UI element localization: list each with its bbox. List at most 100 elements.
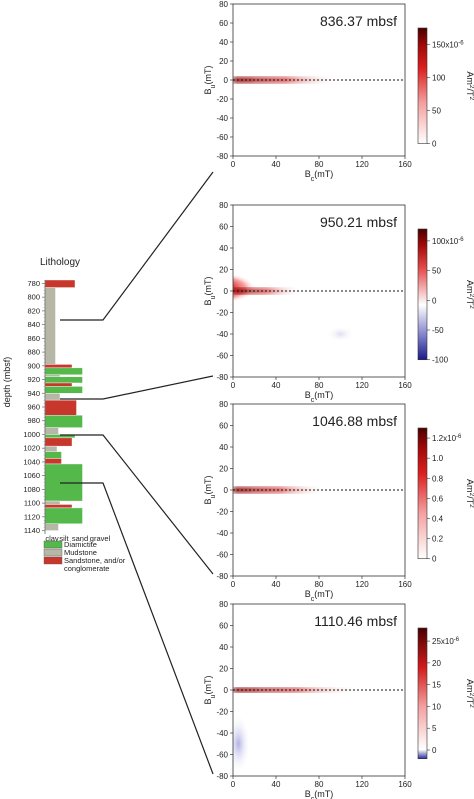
legend-label: conglomerate: [64, 564, 109, 573]
y-tick-label: 40: [219, 244, 228, 253]
forc-ridge: [233, 487, 328, 493]
y-tick-label: 20: [219, 465, 228, 474]
forc-negative-region: [233, 713, 251, 774]
lithology-unit-diamictite: [44, 451, 62, 459]
y-tick-label: -80: [216, 572, 228, 581]
x-tick-label: 160: [398, 381, 412, 390]
y-tick-label: 80: [219, 600, 228, 609]
colorbar-tick-label: 0.8: [432, 474, 444, 483]
depth-tick-label: 840: [27, 320, 40, 329]
colorbar: [417, 627, 428, 760]
x-axis-label: Bc(mT): [305, 589, 334, 603]
lithology-depth-ticks: 780 800 820 840 860 880 900 920 940 960 980 1000 102…: [23, 279, 45, 535]
colorbar-tick-label: 0: [432, 746, 437, 755]
depth-tick-label: 900: [27, 361, 40, 370]
colorbar-tick-label: 0: [432, 555, 437, 564]
colorbar-tick-label: 0.2: [432, 535, 444, 544]
y-tick-label: -60: [216, 352, 228, 361]
colorbar-tick-label: 5: [432, 724, 437, 733]
y-tick-label: -40: [216, 529, 228, 538]
x-tick-label: 160: [398, 160, 412, 169]
colorbar: [417, 27, 428, 144]
colorbar-tick-label: 25x10-6: [432, 637, 460, 646]
colorbar-tick-label: 10: [432, 702, 441, 711]
depth-tick-label: 820: [27, 306, 40, 315]
connector-lines: [60, 171, 214, 775]
y-tick-label: 60: [219, 223, 228, 232]
x-tick-label: 160: [398, 580, 412, 589]
x-tick-label: 0: [231, 160, 236, 169]
depth-tick-label: 1100: [24, 499, 40, 508]
y-tick-label: -60: [216, 133, 228, 142]
colorbar-tick-label: 20: [432, 659, 441, 668]
y-axis-label: Bu(mT): [203, 476, 217, 505]
colorbar: [417, 427, 428, 560]
lithology-unit-mudstone: [44, 427, 59, 435]
x-axis-label: Bc(mT): [305, 789, 334, 799]
colorbar-tick-label: 100: [432, 74, 446, 83]
depth-title: 950.21 mbsf: [320, 214, 397, 230]
lithology-unit-diamictite: [44, 367, 83, 375]
grain-label-silt: silt: [59, 534, 69, 543]
colorbar-tick-label: 0.6: [432, 494, 444, 503]
x-tick-label: 120: [355, 160, 369, 169]
grain-label-clay: clay: [45, 534, 59, 543]
y-tick-label: 0: [224, 76, 229, 85]
x-tick-label: 80: [315, 580, 324, 589]
y-tick-label: -40: [216, 729, 228, 738]
colorbar: [417, 228, 428, 361]
x-tick-label: 80: [315, 780, 324, 789]
depth-tick-label: 860: [27, 334, 40, 343]
lithology-unit-sandstone: [44, 504, 73, 509]
colorbar-unit-label: Am2/T2: [465, 280, 474, 309]
lithology-depth-axis-label: depth (mbsf): [2, 357, 12, 408]
y-tick-label: -20: [216, 309, 228, 318]
colorbar-tick-label: 1.0: [432, 454, 444, 463]
y-tick-label: 0: [224, 686, 229, 695]
x-axis-label: Bc(mT): [305, 169, 334, 183]
depth-tick-label: 1000: [23, 430, 40, 439]
y-tick-label: 80: [219, 201, 228, 210]
lithology-units: [44, 279, 83, 531]
depth-tick-label: 780: [27, 279, 40, 288]
y-tick-label: 20: [219, 57, 228, 66]
x-tick-label: 80: [315, 381, 324, 390]
depth-tick-label: 920: [27, 375, 40, 384]
x-tick-label: 160: [398, 780, 412, 789]
x-tick-label: 80: [315, 160, 324, 169]
forc-ridge: [233, 288, 302, 294]
y-axis-label: Bu(mT): [203, 676, 217, 705]
y-tick-label: 40: [219, 443, 228, 452]
y-tick-label: 0: [224, 287, 229, 296]
lithology-unit-mudstone: [44, 523, 59, 531]
lithology-unit-sandstone: [44, 437, 73, 447]
legend-swatch: [43, 556, 63, 565]
lithology-unit-mudstone: [44, 445, 58, 452]
y-tick-label: 60: [219, 19, 228, 28]
y-tick-label: 20: [219, 665, 228, 674]
depth-tick-label: 1080: [23, 485, 40, 494]
x-tick-label: 120: [355, 780, 369, 789]
colorbar-tick-label: 50: [432, 267, 441, 276]
depth-tick-label: 1120: [24, 512, 40, 521]
lithology-unit-mudstone: [44, 393, 61, 401]
x-tick-label: 40: [272, 160, 281, 169]
forc-distribution: [233, 213, 355, 369]
y-tick-label: -40: [216, 114, 228, 123]
depth-tick-label: 1060: [23, 471, 40, 480]
lithology-unit-sandstone: [44, 399, 77, 416]
colorbar-unit-label: Am2/T2: [465, 71, 474, 100]
colorbar-tick-label: 1.2x10-6: [432, 434, 462, 443]
legend-label: Mudstone: [64, 548, 97, 557]
depth-title: 836.37 mbsf: [320, 13, 397, 29]
y-tick-label: -20: [216, 708, 228, 717]
x-tick-label: 40: [272, 381, 281, 390]
y-tick-label: 80: [219, 0, 228, 9]
depth-tick-label: 960: [27, 403, 40, 412]
grain-size-labels: clay silt sand gravel: [45, 534, 110, 543]
y-tick-label: -80: [216, 152, 228, 161]
colorbar-tick-label: 0: [432, 296, 437, 305]
